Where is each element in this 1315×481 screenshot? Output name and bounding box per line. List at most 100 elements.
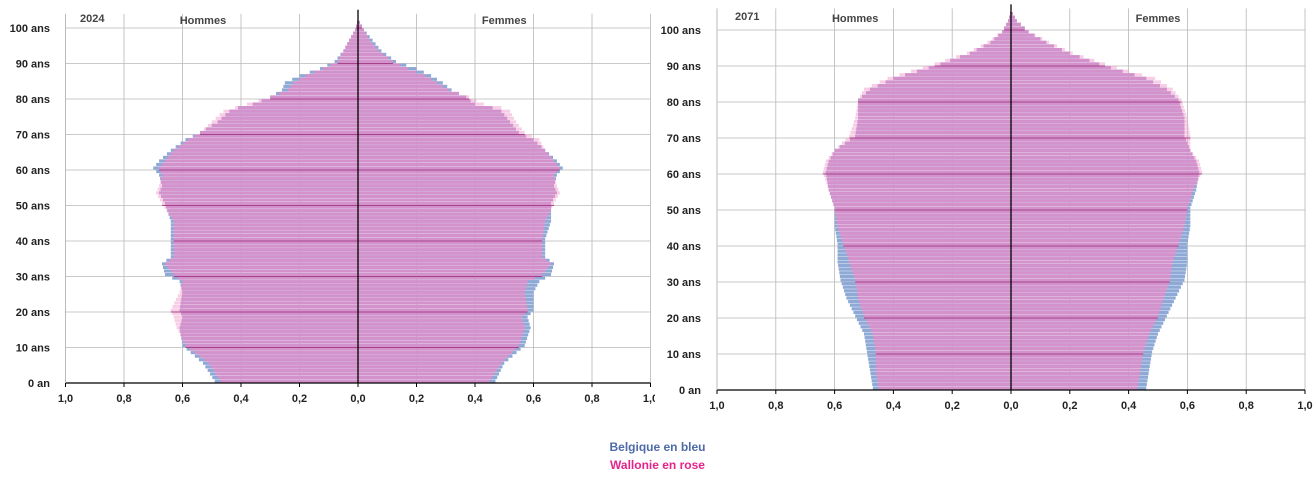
bar-overlap-women [358, 148, 546, 152]
bar-overlap-men [877, 84, 1011, 88]
bar-overlap-men [858, 112, 1011, 116]
bar-overlap-men [330, 63, 358, 67]
bar-overlap-men [849, 260, 1011, 264]
y-tick-label: 80 ans [16, 94, 50, 106]
bar-overlap-men [221, 116, 358, 120]
bar-overlap-women [1011, 368, 1141, 372]
bar-overlap-men [182, 280, 358, 284]
bar-overlap-men [826, 174, 1011, 178]
bar-overlap-women [358, 241, 543, 245]
bar-overlap-men [835, 213, 1011, 217]
bar-overlap-men [167, 155, 358, 159]
bar-overlap-men [204, 358, 358, 362]
bar-overlap-men [832, 199, 1011, 203]
bar-overlap-men [829, 192, 1011, 196]
bar-overlap-men [211, 123, 358, 127]
bar-overlap-men [1008, 19, 1011, 23]
bar-overlap-women [1011, 274, 1171, 278]
bar-overlap-women [358, 49, 379, 53]
bar-overlap-women [358, 336, 522, 340]
bar-overlap-women [358, 315, 522, 319]
bar-overlap-men [839, 231, 1011, 235]
bar-overlap-women [1011, 116, 1185, 120]
bar-overlap-men [865, 91, 1011, 95]
bar-overlap-men [188, 138, 358, 142]
bar-overlap-women [358, 258, 547, 262]
bar-overlap-men [217, 120, 358, 124]
bar-overlap-men [1004, 26, 1011, 30]
femmes-label: Femmes [1136, 13, 1181, 25]
bar-overlap-men [314, 70, 358, 74]
bar-overlap-women [1011, 246, 1178, 250]
bar-overlap-women [358, 308, 528, 312]
bar-overlap-women [358, 134, 527, 138]
bar-overlap-men [287, 88, 358, 92]
bar-overlap-women [358, 177, 555, 181]
bar-overlap-men [876, 375, 1011, 379]
bar-overlap-men [862, 310, 1011, 314]
x-tick-label: 0,4 [1121, 400, 1137, 412]
bar-overlap-men [213, 368, 358, 372]
bar-overlap-women [358, 372, 495, 376]
bar-overlap-women [1011, 22, 1021, 26]
bar-overlap-women [1011, 350, 1144, 354]
bar-overlap-women [358, 194, 555, 198]
bar-overlap-men [877, 379, 1011, 383]
bar-overlap-women [358, 198, 553, 202]
bar-overlap-men [858, 296, 1011, 300]
bar-overlap-women [358, 42, 373, 46]
bar-overlap-men [161, 180, 358, 184]
bar-overlap-women [1011, 91, 1171, 95]
bar-overlap-men [872, 332, 1011, 336]
bar-overlap-men [356, 24, 358, 28]
y-tick-label: 20 ans [667, 313, 701, 325]
bar-overlap-women [358, 81, 437, 85]
bar-overlap-men [159, 166, 358, 170]
bar-overlap-men [173, 272, 358, 277]
bar-overlap-women [1011, 40, 1047, 44]
bar-overlap-women [1011, 386, 1138, 390]
bar-overlap-men [905, 73, 1011, 77]
bar-overlap-men [843, 242, 1011, 246]
bar-overlap-men [875, 364, 1011, 368]
y-tick-label: 30 ans [667, 277, 701, 289]
bar-overlap-women [358, 70, 417, 74]
bar-overlap-men [194, 351, 358, 355]
bar-overlap-women [358, 272, 543, 277]
y-tick-label: 90 ans [16, 59, 50, 71]
y-tick-label: 70 ans [667, 133, 701, 145]
y-tick-label: 100 ans [661, 25, 701, 37]
bar-overlap-women [1011, 30, 1029, 34]
bar-overlap-women [358, 95, 467, 99]
y-tick-label: 80 ans [667, 97, 701, 109]
bar-overlap-men [836, 220, 1011, 224]
bar-overlap-women [1011, 372, 1140, 376]
bar-overlap-men [837, 224, 1011, 228]
bar-overlap-men [878, 386, 1011, 390]
bar-overlap-women [358, 297, 526, 301]
y-tick-label: 0 an [679, 385, 701, 397]
bar-overlap-men [161, 194, 358, 198]
bar-overlap-women [358, 201, 552, 206]
bar-overlap-men [875, 354, 1011, 358]
bar-overlap-men [859, 300, 1011, 304]
bar-overlap-men [856, 123, 1011, 127]
bar-overlap-men [826, 177, 1011, 181]
bar-overlap-men [875, 357, 1011, 361]
bar-overlap-women [1011, 55, 1080, 59]
bar-overlap-women [1011, 76, 1147, 80]
bar-overlap-women [1011, 170, 1200, 174]
bar-overlap-men [181, 312, 358, 316]
y-tick-label: 0 an [28, 378, 50, 390]
bar-overlap-men [990, 40, 1011, 44]
bar-overlap-men [322, 67, 358, 71]
x-tick-label: 0,2 [292, 393, 307, 405]
bar-overlap-women [1011, 307, 1161, 311]
bar-overlap-men [173, 251, 358, 255]
bar-overlap-men [858, 102, 1011, 106]
bar-overlap-women [358, 301, 527, 305]
bar-overlap-men [183, 141, 358, 145]
bar-overlap-women [1011, 267, 1172, 271]
bar-overlap-women [358, 322, 524, 326]
bar-overlap-men [299, 77, 358, 81]
